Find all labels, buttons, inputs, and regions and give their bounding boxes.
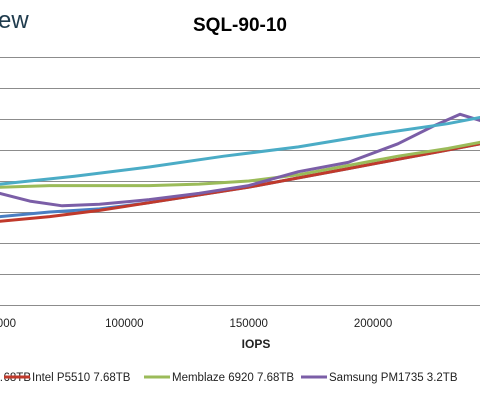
x-tick-label: 50000	[0, 318, 16, 330]
x-axis-label: IOPS	[242, 337, 271, 351]
legend-entry: Samsung PM1735 3.2TB	[329, 372, 458, 384]
x-tick-label: 150000	[230, 318, 268, 330]
x-tick-label: 100000	[105, 318, 143, 330]
chart-title: SQL-90-10	[193, 15, 287, 36]
legend-entry: Memblaze 6920 7.68TB	[172, 372, 294, 384]
series-line-1	[0, 142, 480, 223]
series-line-4	[0, 116, 480, 186]
series-line-2	[0, 140, 480, 189]
logo-text: ew	[0, 7, 29, 34]
x-tick-labels: 50000 100000 150000 200000	[0, 318, 392, 330]
legend-entry: Intel P5510 7.68TB	[32, 372, 131, 384]
x-tick-label: 200000	[354, 318, 392, 330]
series-layer	[0, 112, 480, 223]
